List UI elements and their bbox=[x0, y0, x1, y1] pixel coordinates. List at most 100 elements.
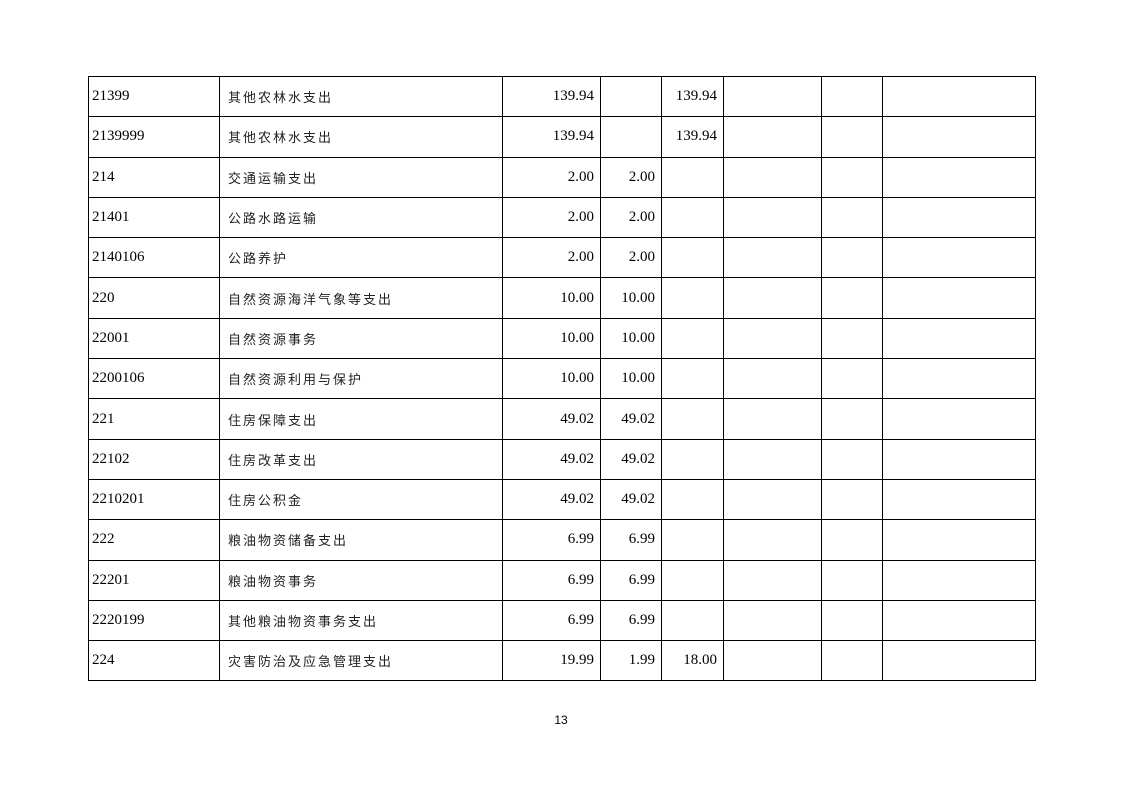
cell-c2 bbox=[600, 75, 662, 118]
cell-c6 bbox=[882, 317, 1036, 360]
cell-name: 住房保障支出 bbox=[219, 398, 503, 440]
cell-c3 bbox=[661, 478, 724, 521]
cell-c5 bbox=[821, 277, 883, 319]
cell-c3 bbox=[661, 358, 724, 400]
cell-c1: 49.02 bbox=[502, 438, 601, 480]
cell-c2: 6.99 bbox=[600, 559, 662, 601]
table-row: 222 粮油物资储备支出 6.99 6.99 bbox=[88, 519, 1036, 561]
cell-c1: 139.94 bbox=[502, 116, 601, 158]
cell-c1: 19.99 bbox=[502, 640, 601, 682]
cell-c3 bbox=[661, 156, 724, 198]
cell-c6 bbox=[882, 358, 1036, 400]
cell-code: 2220199 bbox=[88, 599, 220, 642]
cell-c4 bbox=[723, 116, 822, 158]
cell-c4 bbox=[723, 358, 822, 400]
cell-c6 bbox=[882, 277, 1036, 319]
cell-c1: 2.00 bbox=[502, 156, 601, 198]
cell-c6 bbox=[882, 75, 1036, 118]
cell-c3 bbox=[661, 196, 724, 239]
cell-c1: 10.00 bbox=[502, 358, 601, 400]
cell-code: 2210201 bbox=[88, 478, 220, 521]
table-row: 2210201 住房公积金 49.02 49.02 bbox=[88, 478, 1036, 521]
cell-name: 粮油物资事务 bbox=[219, 559, 503, 601]
cell-c3 bbox=[661, 237, 724, 279]
cell-c2: 2.00 bbox=[600, 156, 662, 198]
cell-c2: 10.00 bbox=[600, 358, 662, 400]
cell-c2: 2.00 bbox=[600, 196, 662, 239]
cell-c6 bbox=[882, 519, 1036, 561]
cell-c2: 2.00 bbox=[600, 237, 662, 279]
cell-c5 bbox=[821, 559, 883, 601]
cell-code: 22102 bbox=[88, 438, 220, 480]
cell-c4 bbox=[723, 640, 822, 682]
cell-code: 224 bbox=[88, 640, 220, 682]
cell-c2: 49.02 bbox=[600, 438, 662, 480]
cell-c5 bbox=[821, 156, 883, 198]
cell-code: 21401 bbox=[88, 196, 220, 239]
cell-c4 bbox=[723, 277, 822, 319]
table-row: 22001 自然资源事务 10.00 10.00 bbox=[88, 317, 1036, 360]
cell-c2 bbox=[600, 116, 662, 158]
cell-c4 bbox=[723, 438, 822, 480]
cell-name: 交通运输支出 bbox=[219, 156, 503, 198]
cell-c4 bbox=[723, 599, 822, 642]
cell-c6 bbox=[882, 478, 1036, 521]
cell-c6 bbox=[882, 398, 1036, 440]
cell-c5 bbox=[821, 196, 883, 239]
cell-c2: 6.99 bbox=[600, 519, 662, 561]
cell-c5 bbox=[821, 438, 883, 480]
cell-c1: 49.02 bbox=[502, 398, 601, 440]
cell-c5 bbox=[821, 237, 883, 279]
cell-c4 bbox=[723, 317, 822, 360]
cell-c2: 10.00 bbox=[600, 317, 662, 360]
cell-c5 bbox=[821, 75, 883, 118]
cell-c3: 139.94 bbox=[661, 75, 724, 118]
cell-c5 bbox=[821, 116, 883, 158]
cell-c6 bbox=[882, 640, 1036, 682]
cell-c5 bbox=[821, 599, 883, 642]
cell-c4 bbox=[723, 75, 822, 118]
cell-c5 bbox=[821, 478, 883, 521]
cell-c4 bbox=[723, 519, 822, 561]
cell-code: 222 bbox=[88, 519, 220, 561]
table-row: 224 灾害防治及应急管理支出 19.99 1.99 18.00 bbox=[88, 640, 1036, 682]
cell-c6 bbox=[882, 559, 1036, 601]
cell-code: 2139999 bbox=[88, 116, 220, 158]
cell-name: 自然资源利用与保护 bbox=[219, 358, 503, 400]
cell-c1: 49.02 bbox=[502, 478, 601, 521]
cell-c1: 139.94 bbox=[502, 75, 601, 118]
table-row: 214 交通运输支出 2.00 2.00 bbox=[88, 156, 1036, 198]
table-row: 21399 其他农林水支出 139.94 139.94 bbox=[88, 75, 1036, 118]
cell-name: 自然资源事务 bbox=[219, 317, 503, 360]
cell-c6 bbox=[882, 196, 1036, 239]
cell-c1: 2.00 bbox=[502, 196, 601, 239]
cell-c1: 10.00 bbox=[502, 277, 601, 319]
cell-name: 灾害防治及应急管理支出 bbox=[219, 640, 503, 682]
cell-c4 bbox=[723, 398, 822, 440]
table-row: 22102 住房改革支出 49.02 49.02 bbox=[88, 438, 1036, 480]
cell-c4 bbox=[723, 237, 822, 279]
cell-code: 220 bbox=[88, 277, 220, 319]
cell-name: 住房公积金 bbox=[219, 478, 503, 521]
table-row: 21401 公路水路运输 2.00 2.00 bbox=[88, 196, 1036, 239]
cell-c5 bbox=[821, 398, 883, 440]
cell-c4 bbox=[723, 478, 822, 521]
table-row: 2140106 公路养护 2.00 2.00 bbox=[88, 237, 1036, 279]
cell-name: 自然资源海洋气象等支出 bbox=[219, 277, 503, 319]
cell-c5 bbox=[821, 519, 883, 561]
cell-name: 其他农林水支出 bbox=[219, 75, 503, 118]
cell-name: 粮油物资储备支出 bbox=[219, 519, 503, 561]
cell-c6 bbox=[882, 237, 1036, 279]
table-row: 2220199 其他粮油物资事务支出 6.99 6.99 bbox=[88, 599, 1036, 642]
cell-c1: 6.99 bbox=[502, 519, 601, 561]
cell-c3 bbox=[661, 317, 724, 360]
table-row: 22201 粮油物资事务 6.99 6.99 bbox=[88, 559, 1036, 601]
cell-code: 21399 bbox=[88, 75, 220, 118]
cell-c3 bbox=[661, 398, 724, 440]
cell-c2: 49.02 bbox=[600, 398, 662, 440]
cell-c3 bbox=[661, 559, 724, 601]
cell-c1: 10.00 bbox=[502, 317, 601, 360]
cell-c3 bbox=[661, 277, 724, 319]
cell-c4 bbox=[723, 196, 822, 239]
table-row: 220 自然资源海洋气象等支出 10.00 10.00 bbox=[88, 277, 1036, 319]
